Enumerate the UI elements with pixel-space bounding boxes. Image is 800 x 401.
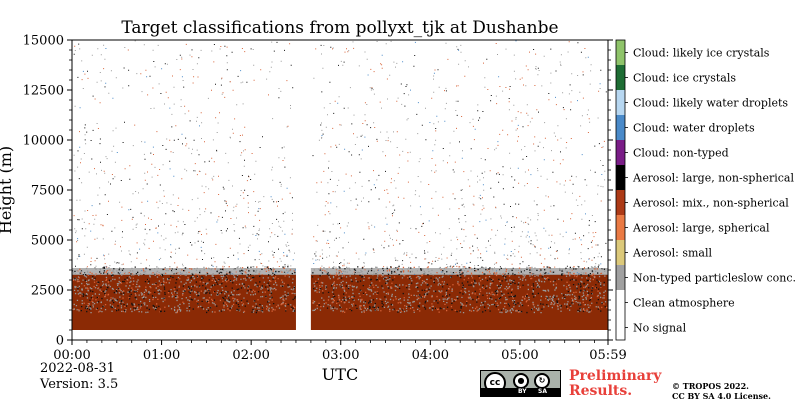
cc-badge-strip: [481, 388, 560, 396]
x-axis-label: UTC: [322, 365, 358, 384]
y-tick-label-2: 5000: [31, 234, 64, 249]
y-axis: 0 2500 5000 7500 10000 12500 15000: [23, 34, 613, 349]
legend-swatch-9: [616, 90, 625, 115]
cc-license-badge: cc ● ↻ BY SA: [480, 370, 561, 397]
x-tick-label-3: 03:00: [322, 348, 359, 363]
x-axis: 00:00 01:00 02:00 03:00 04:00 05:00 05:59: [53, 340, 627, 363]
legend-swatch-4: [616, 215, 625, 240]
share-alike-icon: ↻: [534, 373, 550, 389]
classification-marks: [72, 40, 608, 330]
legend-label-6: Aerosol: large, non-spherical: [632, 172, 794, 185]
legend-swatch-10: [616, 65, 625, 90]
y-tick-label-6: 15000: [23, 34, 64, 49]
x-tick-label-2: 02:00: [232, 348, 269, 363]
speckle-points: [72, 40, 608, 314]
copyright-line1: © TROPOS 2022.: [672, 381, 749, 391]
legend-swatch-3: [616, 240, 625, 265]
copyright-notice: © TROPOS 2022. CC BY SA 4.0 License.: [672, 381, 771, 401]
y-tick-label-4: 10000: [23, 134, 64, 149]
legend-label-9: Cloud: likely water droplets: [633, 97, 788, 110]
preliminary-line2: Results.: [569, 383, 633, 399]
legend-swatch-11: [616, 40, 625, 65]
legend-label-11: Cloud: likely ice crystals: [633, 47, 770, 60]
cc-by-text: BY: [518, 388, 527, 395]
chart-title: Target classifications from pollyxt_tjk …: [121, 18, 558, 38]
preliminary-results-label: Preliminary Results.: [569, 369, 661, 399]
version-label: Version: 3.5: [40, 377, 119, 392]
legend-swatch-1: [616, 290, 625, 315]
aerosol-layer-1: [72, 274, 296, 330]
x-tick-label-1: 01:00: [143, 348, 180, 363]
legend-swatch-7: [616, 140, 625, 165]
y-tick-label-5: 12500: [23, 84, 64, 99]
plot-area: [71, 39, 609, 341]
particle-fringe-1: [72, 268, 296, 275]
y-tick-label-3: 7500: [31, 184, 64, 199]
legend-swatch-2: [616, 265, 625, 290]
legend-label-7: Cloud: non-typed: [633, 147, 729, 160]
legend-label-3: Aerosol: small: [632, 247, 712, 260]
x-tick-label-0: 00:00: [53, 348, 90, 363]
preliminary-line1: Preliminary: [569, 368, 662, 384]
speckle-grey: [73, 40, 607, 314]
y-tick-label-1: 2500: [31, 284, 64, 299]
legend-swatch-8: [616, 115, 625, 140]
particle-fringe-2: [310, 268, 608, 275]
x-tick-label-6: 05:59: [589, 348, 626, 363]
legend-label-0: No signal: [633, 322, 687, 335]
y-tick-label-0: 0: [56, 334, 64, 349]
legend-frame: [615, 39, 626, 341]
date-label: 2022-08-31: [40, 361, 115, 376]
legend-label-5: Aerosol: mix., non-spherical: [632, 197, 789, 210]
x-tick-label-4: 04:00: [412, 348, 449, 363]
x-tick-label-5: 05:00: [501, 348, 538, 363]
legend-label-2: Non-typed particleslow conc.: [633, 272, 796, 285]
legend-swatch-0: [616, 315, 625, 340]
by-person-icon: ●: [513, 373, 529, 389]
aerosol-layer-2: [310, 274, 608, 330]
legend-swatch-5: [616, 190, 625, 215]
cc-mark: cc: [489, 378, 501, 388]
legend-label-1: Clean atmosphere: [633, 297, 735, 310]
y-axis-label: Height (m): [0, 146, 15, 234]
legend-swatch-6: [616, 165, 625, 190]
legend-label-4: Aerosol: large, spherical: [632, 222, 770, 235]
legend-label-10: Cloud: ice crystals: [633, 72, 736, 85]
cc-sa-text: SA: [538, 388, 547, 395]
legend-colorbar: No signal Clean atmosphere Non-typed parti…: [615, 39, 796, 341]
copyright-line2: CC BY SA 4.0 License.: [672, 391, 771, 401]
legend-label-8: Cloud: water droplets: [633, 122, 755, 135]
